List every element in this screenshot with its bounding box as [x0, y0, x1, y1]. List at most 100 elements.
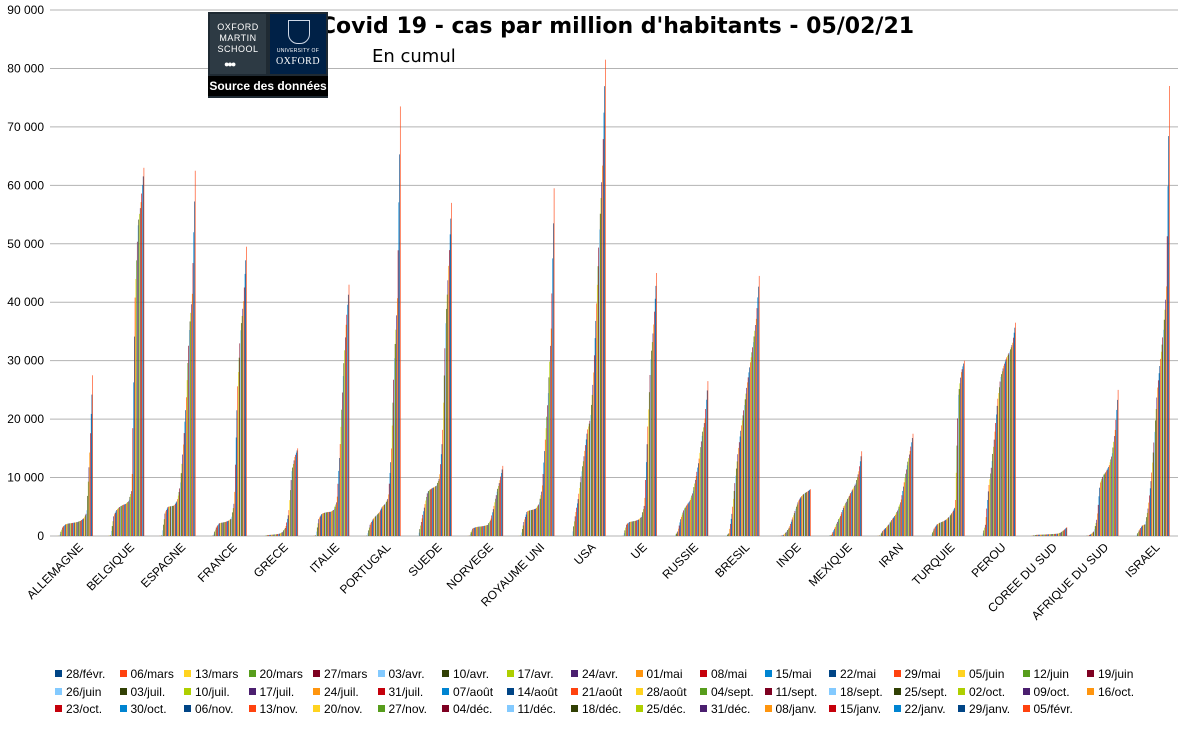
bar — [135, 278, 137, 536]
bar — [1093, 531, 1095, 536]
bar — [319, 516, 321, 536]
bar — [852, 488, 854, 536]
bar — [958, 394, 959, 536]
bar — [134, 297, 136, 536]
bar — [845, 501, 847, 536]
bar — [136, 260, 137, 536]
bar — [1160, 358, 1161, 536]
legend-item: 25/déc. — [635, 702, 686, 716]
bar — [423, 507, 425, 536]
bar — [226, 521, 228, 536]
bar — [84, 516, 85, 536]
bar — [938, 523, 940, 536]
bar — [179, 488, 180, 536]
bar — [900, 502, 901, 536]
bar — [730, 518, 732, 536]
bar — [941, 522, 942, 536]
bar — [886, 526, 888, 536]
bar — [693, 487, 695, 536]
bar — [1157, 387, 1158, 536]
bar — [1008, 353, 1010, 536]
bar — [706, 399, 707, 536]
bar — [368, 527, 370, 536]
bar — [245, 260, 247, 536]
bar — [578, 493, 580, 536]
bar — [114, 512, 116, 536]
bar — [1042, 534, 1044, 536]
legend-label: 05/juin — [969, 667, 1005, 681]
bar — [789, 525, 791, 536]
bar — [230, 518, 232, 536]
bar — [785, 532, 786, 536]
bar — [898, 506, 900, 536]
bar — [988, 484, 990, 536]
bar — [487, 524, 489, 536]
x-category-label: MEXIQUE — [806, 540, 855, 589]
bar — [699, 452, 701, 536]
bar — [638, 519, 640, 536]
bar — [786, 531, 788, 536]
bar — [584, 450, 586, 536]
bar — [751, 352, 753, 536]
bar — [1001, 371, 1003, 536]
bar — [691, 495, 692, 536]
legend-swatch-icon — [893, 705, 901, 712]
legend-swatch-icon — [700, 705, 707, 712]
y-tick-label: 30 000 — [7, 354, 44, 368]
bar — [953, 509, 955, 536]
bar — [601, 182, 602, 537]
bar — [698, 458, 700, 536]
bar — [934, 527, 936, 536]
bar — [238, 357, 240, 536]
bar — [842, 510, 843, 536]
bar — [397, 298, 398, 536]
bar — [218, 524, 219, 536]
bar — [139, 213, 140, 536]
legend-label: 13/mars — [195, 667, 239, 681]
bar — [757, 297, 759, 536]
bar — [642, 512, 643, 536]
bar — [801, 496, 802, 536]
bar — [116, 510, 117, 536]
bar — [129, 496, 131, 536]
bar — [336, 496, 338, 536]
bar — [347, 294, 349, 536]
bar — [347, 304, 348, 536]
bar — [1108, 466, 1109, 536]
bar — [1106, 469, 1108, 536]
bar — [854, 484, 856, 536]
bar — [241, 315, 243, 536]
bar — [1048, 534, 1049, 536]
bar — [951, 513, 953, 536]
bar — [935, 526, 936, 536]
bar — [90, 433, 91, 536]
bar — [345, 337, 346, 536]
bar — [388, 483, 390, 536]
bar — [186, 380, 188, 536]
x-category-label: SUEDE — [405, 540, 444, 579]
bar — [640, 517, 641, 536]
bar — [839, 517, 840, 536]
legend-item: 15/janv. — [829, 702, 881, 716]
bar — [1055, 533, 1057, 536]
bar — [799, 499, 800, 536]
bar — [962, 366, 964, 536]
bar — [117, 508, 119, 536]
bar — [62, 526, 64, 536]
bar — [630, 521, 632, 536]
bar — [287, 518, 288, 536]
bar — [744, 405, 745, 536]
bar — [114, 514, 115, 536]
bar — [1050, 534, 1051, 536]
bar — [656, 273, 657, 536]
bar — [961, 372, 962, 536]
bar — [541, 491, 542, 536]
legend-item: 01/mai — [635, 667, 683, 681]
legend-item: 28/févr. — [55, 667, 105, 681]
bar — [646, 444, 648, 536]
bar — [178, 491, 180, 536]
bar — [573, 526, 574, 536]
bar — [67, 523, 68, 536]
bar — [392, 402, 394, 536]
bar — [747, 377, 749, 536]
